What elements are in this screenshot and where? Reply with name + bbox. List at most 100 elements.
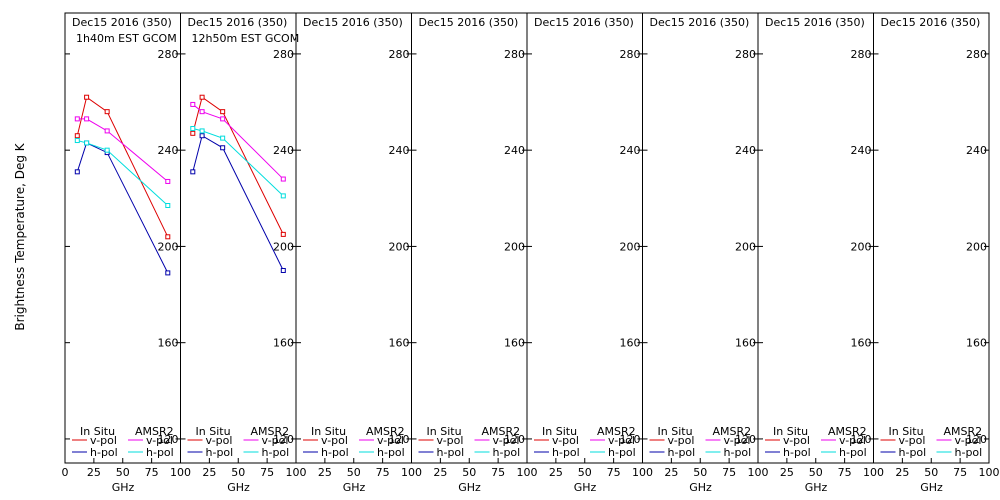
panel-title: Dec15 2016 (350) <box>188 16 288 29</box>
legend-insitu-header: In Situ <box>427 425 462 438</box>
x-tick-label: 75 <box>491 466 505 479</box>
data-point <box>74 169 80 175</box>
y-tick-label: 160 <box>389 337 410 350</box>
legend-label: h-pol <box>437 446 465 459</box>
legend-insitu-header: In Situ <box>311 425 346 438</box>
data-point <box>190 130 196 136</box>
data-point <box>74 133 80 139</box>
legend-amsr2-header: AMSR2 <box>828 425 867 438</box>
data-point <box>280 231 286 237</box>
legend-label: h-pol <box>146 446 174 459</box>
y-tick-label: 120 <box>504 433 525 446</box>
panel-frame <box>873 12 990 464</box>
legend-label: v-pol <box>668 434 695 447</box>
y-tick-label: 200 <box>620 240 641 253</box>
y-tick-label: 280 <box>620 48 641 61</box>
y-tick-label: 120 <box>273 433 294 446</box>
x-tick-label: 25 <box>549 466 563 479</box>
x-tick-label: 100 <box>748 466 769 479</box>
y-tick-label: 240 <box>273 144 294 157</box>
y-tick-label: 200 <box>851 240 872 253</box>
data-point <box>165 178 171 184</box>
x-tick-label: 100 <box>401 466 422 479</box>
legend-label: v-pol <box>899 434 926 447</box>
x-tick-label: 100 <box>286 466 307 479</box>
y-tick-label: 160 <box>273 337 294 350</box>
y-tick-label: 280 <box>158 48 179 61</box>
panel-frame <box>526 12 643 464</box>
x-tick-label: 0 <box>62 466 69 479</box>
x-tick-label: 25 <box>895 466 909 479</box>
panel-6: Dec15 2016 (350) 120 160 200 240 280 25 50 75 100… <box>642 12 769 494</box>
data-point <box>190 169 196 175</box>
y-tick-label: 200 <box>735 240 756 253</box>
legend-label: v-pol <box>146 434 173 447</box>
legend-insitu-header: In Situ <box>773 425 808 438</box>
data-point <box>220 135 226 141</box>
x-tick-label: 75 <box>607 466 621 479</box>
x-tick-label: 50 <box>462 466 476 479</box>
data-point <box>280 193 286 199</box>
legend-amsr2-header: AMSR2 <box>597 425 636 438</box>
legend-label: v-pol <box>262 434 289 447</box>
legend-label: v-pol <box>206 434 233 447</box>
panel-frame <box>295 12 412 464</box>
y-tick-label: 200 <box>966 240 987 253</box>
y-tick-label: 240 <box>158 144 179 157</box>
legend-amsr2-header: AMSR2 <box>713 425 752 438</box>
x-tick-label: 100 <box>979 466 1000 479</box>
y-tick-label: 160 <box>158 337 179 350</box>
legend-amsr2-header: AMSR2 <box>482 425 521 438</box>
x-tick-label: 75 <box>722 466 736 479</box>
series-line <box>76 96 169 238</box>
data-point <box>199 133 205 139</box>
legend-amsr2-header: AMSR2 <box>944 425 983 438</box>
x-tick-label: 25 <box>664 466 678 479</box>
legend-amsr2-header: AMSR2 <box>135 425 174 438</box>
data-point <box>84 140 90 146</box>
data-point <box>190 101 196 107</box>
y-tick-label: 120 <box>620 433 641 446</box>
data-point <box>220 145 226 151</box>
legend-label: h-pol <box>783 446 811 459</box>
legend-label: v-pol <box>90 434 117 447</box>
legend-label: h-pol <box>493 446 521 459</box>
x-tick-label: 100 <box>863 466 884 479</box>
y-tick-label: 120 <box>158 433 179 446</box>
legend-label: h-pol <box>668 446 696 459</box>
legend-label: h-pol <box>262 446 290 459</box>
legend-label: v-pol <box>321 434 348 447</box>
x-tick-label: 100 <box>170 466 191 479</box>
series-line <box>192 104 284 180</box>
panel-7: Dec15 2016 (350) 120 160 200 240 280 25 50 75 100… <box>757 12 884 494</box>
x-tick-label: 75 <box>376 466 390 479</box>
x-tick-label: 50 <box>231 466 245 479</box>
data-point <box>220 116 226 122</box>
data-point <box>165 203 171 209</box>
y-tick-label: 160 <box>735 337 756 350</box>
x-tick-label: 50 <box>116 466 130 479</box>
panel-title: Dec15 2016 (350) <box>650 16 750 29</box>
y-tick-label: 280 <box>851 48 872 61</box>
data-point <box>104 128 110 134</box>
legend-label: h-pol <box>899 446 927 459</box>
legend-label: v-pol <box>724 434 751 447</box>
x-axis-label: GHz <box>343 481 366 494</box>
legend-label: v-pol <box>783 434 810 447</box>
legend-label: h-pol <box>377 446 405 459</box>
series-line <box>77 118 169 182</box>
data-point <box>84 94 90 100</box>
data-point <box>199 94 205 100</box>
panel-4: Dec15 2016 (350) 120 160 200 240 280 25 50 75 100… <box>411 12 538 494</box>
x-axis-label: GHz <box>920 481 943 494</box>
series-line <box>192 134 284 271</box>
series-line <box>192 96 284 235</box>
y-tick-label: 200 <box>389 240 410 253</box>
y-tick-label: 120 <box>389 433 410 446</box>
x-tick-label: 75 <box>953 466 967 479</box>
x-tick-label: 75 <box>260 466 274 479</box>
y-tick-label: 120 <box>966 433 987 446</box>
panel-8: Dec15 2016 (350) 120 160 200 240 280 25 50 75 100… <box>873 12 1000 494</box>
legend-insitu-header: In Situ <box>80 425 115 438</box>
